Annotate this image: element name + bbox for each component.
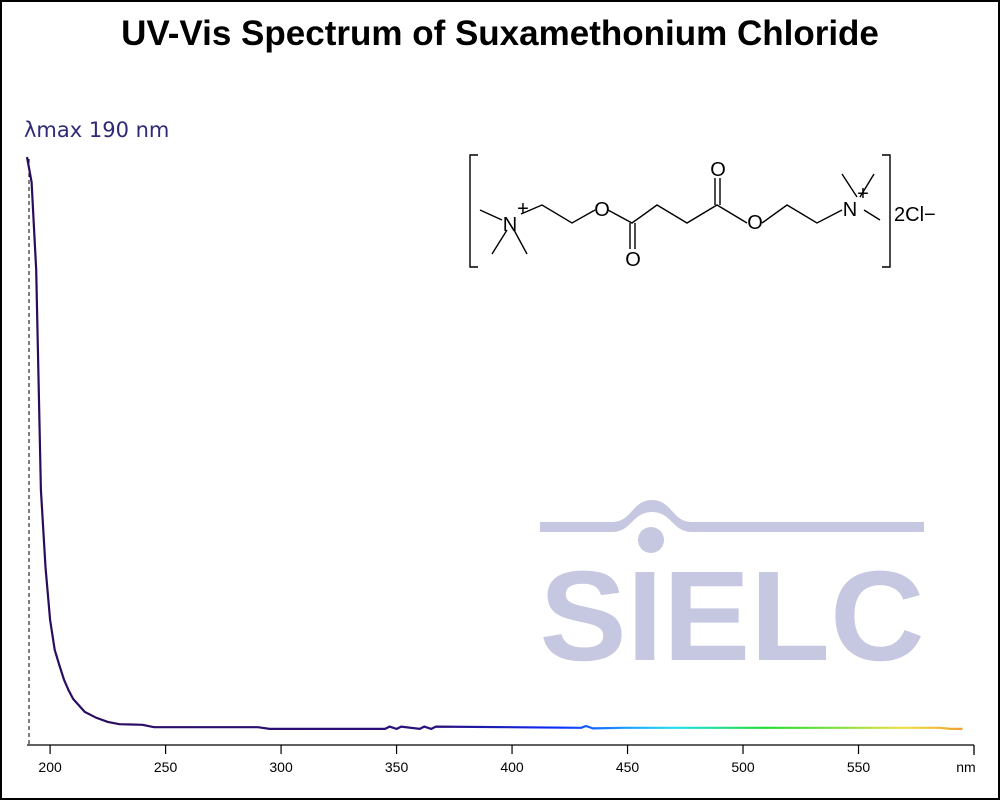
x-tick-label: 550 [847,759,871,775]
nitrogen-label-left: N [503,214,517,236]
x-tick-label: 400 [500,759,524,775]
nitrogen-label-right: N [843,199,857,221]
sielc-logo-watermark: SIELC [540,500,925,688]
structure-labels: N + O O O O N + 2Cl− [503,159,936,271]
watermark-text: SIELC [540,545,925,688]
x-tick-label: 300 [269,759,293,775]
chart-title: UV-Vis Spectrum of Suxamethonium Chlorid… [121,14,879,53]
x-axis-unit-label: nm [956,759,975,775]
x-tick-label: 450 [616,759,640,775]
counterion-label: 2Cl− [894,204,936,226]
x-tick-label: 200 [38,759,62,775]
x-axis: 200 250 300 350 400 450 500 550 [27,744,975,775]
lambda-max-label: λmax 190 nm [24,118,170,142]
spectrum-line [25,156,963,731]
x-tick-label: 500 [731,759,755,775]
oxygen-label: O [625,249,641,271]
oxygen-label: O [710,159,726,181]
x-tick-label: 350 [385,759,409,775]
charge-right: + [857,183,869,205]
x-tick-label: 250 [154,759,178,775]
oxygen-label: O [594,199,610,221]
oxygen-label: O [747,212,763,234]
chemical-structure [469,154,891,268]
charge-left: + [517,198,529,220]
